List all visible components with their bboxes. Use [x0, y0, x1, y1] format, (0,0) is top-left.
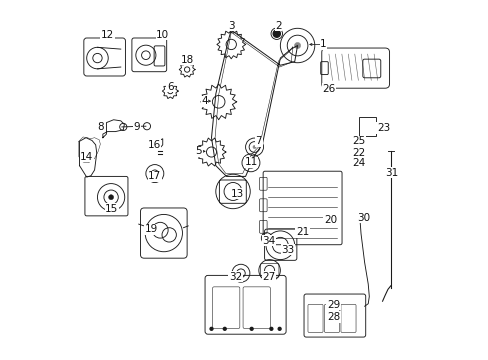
- Text: 24: 24: [352, 158, 365, 168]
- Circle shape: [278, 327, 281, 330]
- Text: 17: 17: [148, 171, 161, 181]
- Text: 34: 34: [262, 236, 275, 246]
- Text: 14: 14: [80, 152, 93, 162]
- Text: 21: 21: [295, 227, 308, 237]
- Text: 30: 30: [356, 213, 369, 222]
- Text: 8: 8: [98, 122, 104, 132]
- Text: 29: 29: [326, 300, 339, 310]
- Circle shape: [252, 145, 256, 149]
- Text: 10: 10: [156, 30, 169, 40]
- Text: 32: 32: [228, 272, 242, 282]
- Text: 23: 23: [376, 123, 389, 133]
- Text: 26: 26: [322, 84, 335, 94]
- Text: 15: 15: [105, 204, 118, 214]
- Text: 11: 11: [244, 157, 257, 167]
- Text: 33: 33: [281, 245, 294, 255]
- Circle shape: [249, 161, 252, 165]
- Circle shape: [223, 327, 226, 330]
- Text: 12: 12: [101, 30, 114, 40]
- Text: 16: 16: [147, 140, 161, 150]
- Circle shape: [269, 327, 272, 330]
- Text: 22: 22: [352, 148, 365, 158]
- Text: 18: 18: [180, 55, 193, 65]
- Circle shape: [108, 195, 113, 200]
- Text: 2: 2: [275, 21, 281, 31]
- Text: 31: 31: [385, 168, 398, 178]
- Text: 13: 13: [230, 189, 244, 199]
- Text: 20: 20: [324, 215, 336, 225]
- Text: 3: 3: [227, 21, 234, 31]
- Text: 7: 7: [255, 136, 262, 146]
- Text: 4: 4: [201, 96, 207, 106]
- Circle shape: [210, 327, 212, 330]
- Circle shape: [273, 30, 280, 37]
- Circle shape: [250, 327, 253, 330]
- Text: 9: 9: [133, 122, 140, 132]
- Text: 27: 27: [262, 272, 275, 282]
- Circle shape: [294, 42, 300, 49]
- Text: 25: 25: [352, 136, 365, 146]
- Text: 6: 6: [166, 82, 173, 92]
- Text: 28: 28: [326, 312, 339, 322]
- Text: 1: 1: [320, 40, 326, 49]
- Bar: [358, 117, 375, 136]
- Text: 19: 19: [144, 225, 158, 234]
- Text: 5: 5: [195, 146, 202, 156]
